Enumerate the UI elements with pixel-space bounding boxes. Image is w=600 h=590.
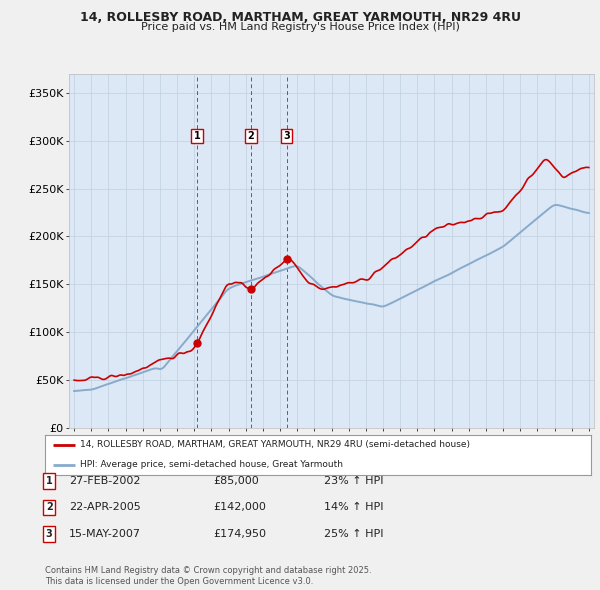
Text: Price paid vs. HM Land Registry's House Price Index (HPI): Price paid vs. HM Land Registry's House …	[140, 22, 460, 32]
Text: Contains HM Land Registry data © Crown copyright and database right 2025.
This d: Contains HM Land Registry data © Crown c…	[45, 566, 371, 586]
Text: 2: 2	[248, 131, 254, 141]
Text: 14, ROLLESBY ROAD, MARTHAM, GREAT YARMOUTH, NR29 4RU (semi-detached house): 14, ROLLESBY ROAD, MARTHAM, GREAT YARMOU…	[80, 440, 470, 450]
Text: 23% ↑ HPI: 23% ↑ HPI	[324, 476, 383, 486]
Text: 1: 1	[46, 476, 53, 486]
Text: £174,950: £174,950	[213, 529, 266, 539]
Text: 14, ROLLESBY ROAD, MARTHAM, GREAT YARMOUTH, NR29 4RU: 14, ROLLESBY ROAD, MARTHAM, GREAT YARMOU…	[79, 11, 521, 24]
Text: 15-MAY-2007: 15-MAY-2007	[69, 529, 141, 539]
Text: 3: 3	[46, 529, 53, 539]
Text: 27-FEB-2002: 27-FEB-2002	[69, 476, 140, 486]
Text: 1: 1	[193, 131, 200, 141]
Text: 2: 2	[46, 503, 53, 512]
Text: £142,000: £142,000	[213, 503, 266, 512]
Text: 3: 3	[283, 131, 290, 141]
Text: 25% ↑ HPI: 25% ↑ HPI	[324, 529, 383, 539]
Text: 22-APR-2005: 22-APR-2005	[69, 503, 141, 512]
Text: HPI: Average price, semi-detached house, Great Yarmouth: HPI: Average price, semi-detached house,…	[80, 460, 343, 470]
Text: 14% ↑ HPI: 14% ↑ HPI	[324, 503, 383, 512]
Text: £85,000: £85,000	[213, 476, 259, 486]
